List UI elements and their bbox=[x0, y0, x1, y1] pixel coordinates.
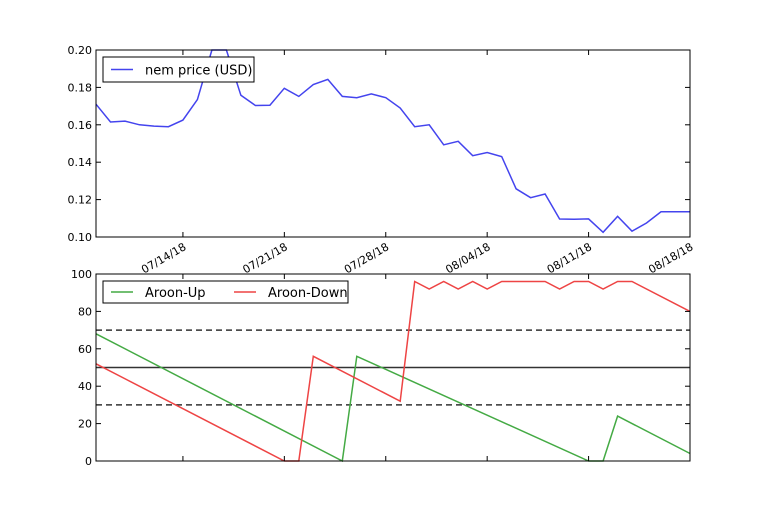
aroon-ytick-label: 40 bbox=[78, 380, 92, 393]
aroon-legend: Aroon-Up Aroon-Down bbox=[102, 280, 349, 304]
aroon-plot-frame bbox=[95, 273, 691, 462]
price-ytick-label: 0.18 bbox=[68, 81, 93, 94]
price-series-line-0 bbox=[95, 49, 690, 234]
price-xtick-label: 08/18/18 bbox=[646, 240, 695, 276]
price-ytick-label: 0.14 bbox=[68, 156, 93, 169]
aroon-legend-label-0: Aroon-Up bbox=[145, 286, 206, 301]
aroon-ytick-label: 0 bbox=[85, 455, 92, 468]
aroon-ytick-label: 80 bbox=[78, 305, 92, 318]
price-legend: nem price (USD) bbox=[102, 56, 255, 83]
price-panel: 0.10 0.12 0.14 0.16 0.18 0.20 07/14/18 07/21/1… bbox=[68, 44, 696, 276]
price-ytick-label: 0.20 bbox=[68, 44, 93, 57]
price-plot-frame bbox=[95, 49, 691, 238]
price-xtick-label: 08/04/18 bbox=[443, 240, 492, 276]
price-legend-label-0: nem price (USD) bbox=[145, 64, 252, 79]
price-xtick-label: 07/14/18 bbox=[139, 240, 188, 276]
aroon-series-line-1 bbox=[95, 280, 691, 462]
price-ytick-label: 0.16 bbox=[68, 119, 93, 132]
aroon-ytick-label: 20 bbox=[78, 418, 92, 431]
price-xtick-label: 08/11/18 bbox=[545, 240, 594, 276]
aroon-legend-label-1: Aroon-Down bbox=[268, 286, 348, 301]
aroon-panel: 0 20 40 60 80 100 Aroon-Up Aroon-Down bbox=[71, 268, 691, 468]
price-ytick-label: 0.12 bbox=[68, 194, 93, 207]
aroon-ytick-label: 100 bbox=[71, 268, 92, 281]
aroon-ytick-label: 60 bbox=[78, 343, 92, 356]
price-xtick-label: 07/28/18 bbox=[342, 240, 391, 276]
price-xtick-label: 07/21/18 bbox=[241, 240, 290, 276]
price-ytick-label: 0.10 bbox=[68, 231, 93, 244]
aroon-legend-box bbox=[102, 280, 349, 304]
